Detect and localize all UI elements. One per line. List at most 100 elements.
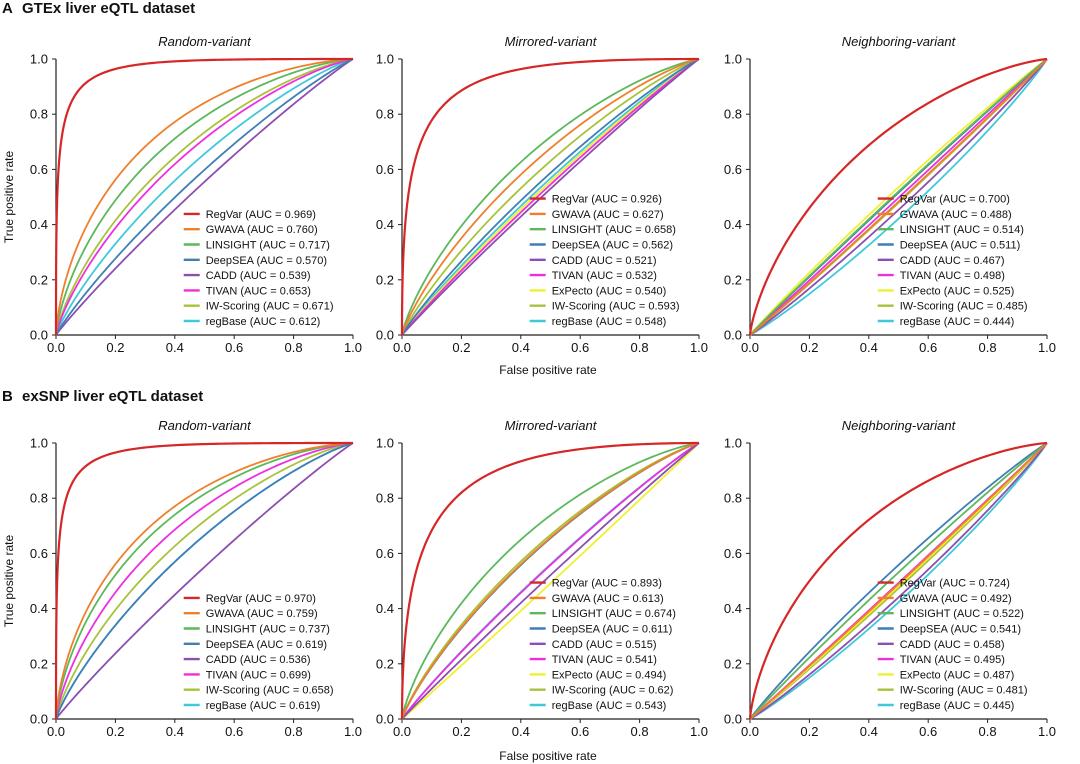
x-tick-label: 0.8	[631, 340, 649, 355]
roc-line-regvar	[748, 57, 1048, 336]
roc-line-linsight	[401, 442, 700, 720]
legend-label-iw-scoring: IW-Scoring (AUC = 0.593)	[552, 301, 680, 313]
roc-line-regvar	[400, 57, 699, 336]
legend-label-cadd: CADD (AUC = 0.536)	[206, 654, 311, 666]
legend-label-cadd: CADD (AUC = 0.467)	[900, 255, 1005, 267]
y-tick-label: 0.2	[30, 656, 48, 671]
y-tick-label: 0.8	[724, 107, 742, 122]
y-tick-label: 0.8	[376, 491, 394, 506]
roc-panel-a-random-variant: Random-variant 0.00.0 0.2 0.2 0.4 0.4 0.6 0.6 0.…	[30, 34, 362, 355]
y-tick-label: 0.6	[376, 546, 394, 561]
roc-line-gwava	[55, 58, 354, 336]
section-a-letter: A	[2, 0, 13, 17]
y-tick-label: 1.0	[30, 52, 48, 67]
x-tick-label: 0.8	[979, 340, 997, 355]
legend-label-gwava: GWAVA (AUC = 0.492)	[900, 593, 1012, 605]
roc-line-linsight	[55, 442, 354, 720]
x-tick-label: 0.4	[512, 340, 530, 355]
legend-label-gwava: GWAVA (AUC = 0.759)	[206, 608, 318, 620]
legend-label-deepsea: DeepSEA (AUC = 0.541)	[900, 624, 1021, 636]
legend-label-iw-scoring: IW-Scoring (AUC = 0.62)	[552, 685, 674, 697]
y-tick-label: 0.4	[376, 601, 394, 616]
legend-label-cadd: CADD (AUC = 0.521)	[552, 255, 657, 267]
x-tick-label: 1.0	[344, 724, 362, 739]
x-tick-label: 0.8	[631, 724, 649, 739]
legend-label-deepsea: DeepSEA (AUC = 0.570)	[206, 255, 327, 267]
y-tick-label: 1.0	[724, 52, 742, 67]
roc-line-cadd	[55, 58, 354, 336]
section-b-letter: B	[2, 388, 13, 405]
y-axis-label-b: True positive rate	[2, 535, 16, 628]
legend-label-linsight: LINSIGHT (AUC = 0.522)	[900, 608, 1024, 620]
legend-label-linsight: LINSIGHT (AUC = 0.658)	[552, 224, 676, 236]
y-tick-label: 1.0	[724, 436, 742, 451]
legend-label-gwava: GWAVA (AUC = 0.760)	[206, 224, 318, 236]
y-tick-label: 0.8	[30, 491, 48, 506]
x-tick-label: 0.4	[860, 340, 878, 355]
y-tick-label: 0.4	[724, 217, 742, 232]
legend-label-regbase: regBase (AUC = 0.445)	[900, 700, 1015, 712]
panel-title: Neighboring-variant	[842, 34, 957, 49]
legend-label-tivan: TIVAN (AUC = 0.532)	[552, 270, 657, 282]
roc-panel-a-mirrored-variant: Mirrored-variant 0.00.0 0.2 0.2 0.4 0.4 0.6 0.6…	[376, 34, 708, 355]
y-tick-label: 0.8	[376, 107, 394, 122]
roc-panel-b-random-variant: Random-variant 0.00.0 0.2 0.2 0.4 0.4 0.6 0.6 0.…	[30, 418, 362, 739]
roc-panel-a-neighboring-variant: Neighboring-variant 0.00.0 0.2 0.2 0.4 0.4 0.6…	[724, 34, 1056, 355]
roc-line-regbase	[55, 58, 354, 336]
y-tick-label: 0.0	[376, 712, 394, 727]
section-a-title: GTEx liver eQTL dataset	[22, 0, 195, 17]
legend-label-linsight: LINSIGHT (AUC = 0.737)	[206, 624, 330, 636]
legend-label-deepsea: DeepSEA (AUC = 0.562)	[552, 240, 673, 252]
roc-line-tivan	[55, 58, 354, 336]
x-tick-label: 0.2	[106, 340, 124, 355]
x-tick-label: 0.6	[919, 724, 937, 739]
legend-label-expecto: ExPecto (AUC = 0.540)	[552, 285, 667, 297]
y-tick-label: 0.8	[724, 491, 742, 506]
roc-panel-b-mirrored-variant: Mirrored-variant 0.00.0 0.2 0.2 0.4 0.4 0.6 0.6…	[376, 418, 708, 739]
legend-label-regvar: RegVar (AUC = 0.969)	[206, 209, 316, 221]
y-tick-label: 0.2	[376, 656, 394, 671]
legend-label-cadd: CADD (AUC = 0.539)	[206, 270, 311, 282]
roc-line-linsight	[749, 442, 1048, 720]
y-axis-label-a: True positive rate	[2, 151, 16, 244]
legend-label-cadd: CADD (AUC = 0.515)	[552, 639, 657, 651]
legend-label-tivan: TIVAN (AUC = 0.653)	[206, 285, 311, 297]
y-tick-label: 0.8	[30, 107, 48, 122]
legend-label-regvar: RegVar (AUC = 0.926)	[552, 194, 662, 206]
x-tick-label: 0.4	[860, 724, 878, 739]
panel-title: Random-variant	[158, 34, 252, 49]
legend-label-gwava: GWAVA (AUC = 0.627)	[552, 209, 664, 221]
roc-line-regvar	[748, 441, 1048, 720]
x-axis-label-b: False positive rate	[499, 749, 597, 763]
roc-line-linsight	[55, 58, 354, 336]
x-tick-label: 0.6	[225, 724, 243, 739]
x-tick-label: 0.4	[512, 724, 530, 739]
legend-label-iw-scoring: IW-Scoring (AUC = 0.671)	[206, 301, 334, 313]
roc-line-cadd	[55, 442, 354, 720]
x-tick-label: 0.6	[919, 340, 937, 355]
y-tick-label: 0.6	[724, 162, 742, 177]
x-tick-label: 1.0	[690, 724, 708, 739]
roc-line-regvar	[400, 441, 700, 720]
roc-line-iw-scoring	[55, 442, 354, 720]
roc-line-deepsea	[55, 442, 354, 720]
x-tick-label: 0.0	[393, 724, 411, 739]
panel-title: Mirrored-variant	[505, 418, 598, 433]
x-tick-label: 0.2	[800, 340, 818, 355]
x-tick-label: 0.8	[285, 340, 303, 355]
roc-line-regvar	[54, 441, 353, 720]
x-tick-label: 0.2	[800, 724, 818, 739]
legend-label-regvar: RegVar (AUC = 0.700)	[900, 194, 1010, 206]
legend-label-regbase: regBase (AUC = 0.444)	[900, 316, 1015, 328]
x-tick-label: 0.2	[452, 724, 470, 739]
legend-label-linsight: LINSIGHT (AUC = 0.717)	[206, 240, 330, 252]
roc-line-iw-scoring	[401, 58, 700, 336]
panel-title: Random-variant	[158, 418, 252, 433]
roc-line-cadd	[749, 442, 1048, 720]
legend-label-expecto: ExPecto (AUC = 0.487)	[900, 669, 1015, 681]
legend-label-iw-scoring: IW-Scoring (AUC = 0.481)	[900, 685, 1028, 697]
legend-label-tivan: TIVAN (AUC = 0.498)	[900, 270, 1005, 282]
y-tick-label: 0.6	[30, 546, 48, 561]
x-tick-label: 1.0	[344, 340, 362, 355]
